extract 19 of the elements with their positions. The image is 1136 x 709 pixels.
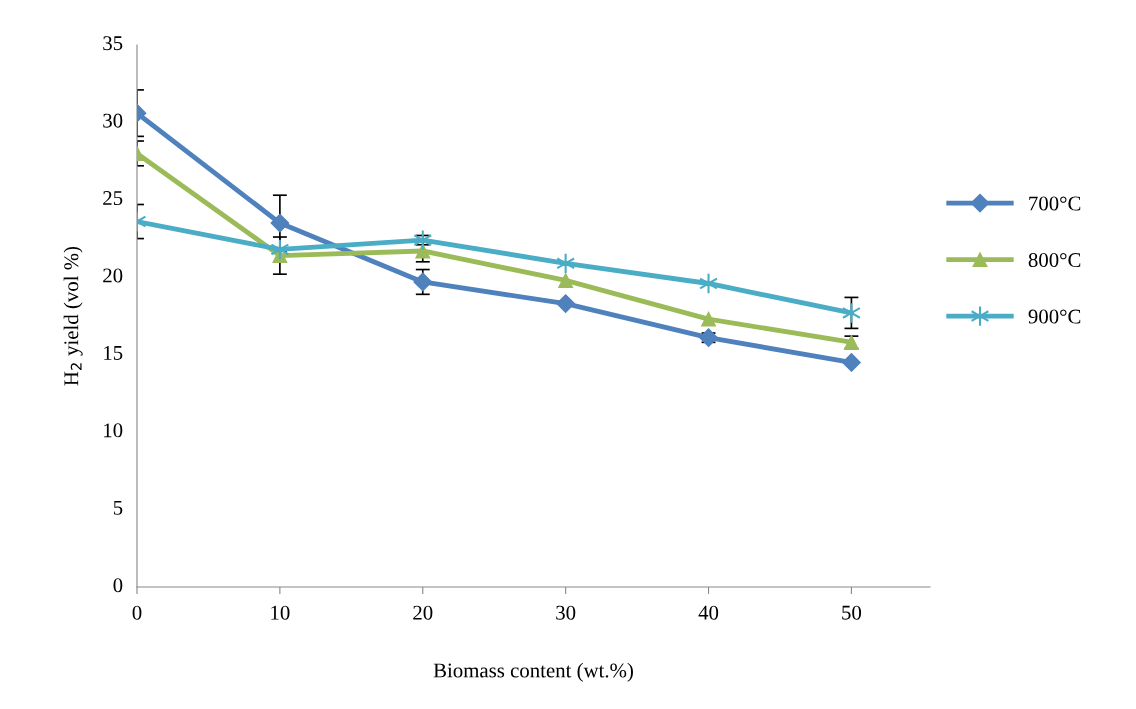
y-tick-label: 10	[104, 423, 123, 438]
y-tick-label: 25	[103, 191, 123, 206]
x-tick-label: 30	[556, 605, 576, 620]
y-tick-label: 5	[113, 500, 123, 515]
y-tick-label: 30	[103, 113, 123, 128]
legend-label: 800°C	[1028, 253, 1081, 268]
y-tick-label: 15	[104, 345, 123, 360]
x-axis-title: Biomass content (wt.%)	[433, 662, 633, 682]
x-tick-label: 10	[271, 605, 290, 620]
y-axis-title: H$_{2}$ yield (vol %)	[63, 246, 83, 386]
x-tick-label: 0	[132, 605, 142, 620]
x-tick-label: 40	[698, 605, 719, 620]
y-tick-label: 20	[103, 268, 123, 283]
x-tick-label: 20	[413, 605, 433, 620]
y-tick-label: 35	[103, 36, 123, 51]
x-tick-label: 50	[842, 605, 862, 620]
y-tick-label: 0	[113, 578, 123, 593]
legend-label: 900°C	[1028, 309, 1081, 324]
legend-label: 700°C	[1029, 196, 1081, 211]
